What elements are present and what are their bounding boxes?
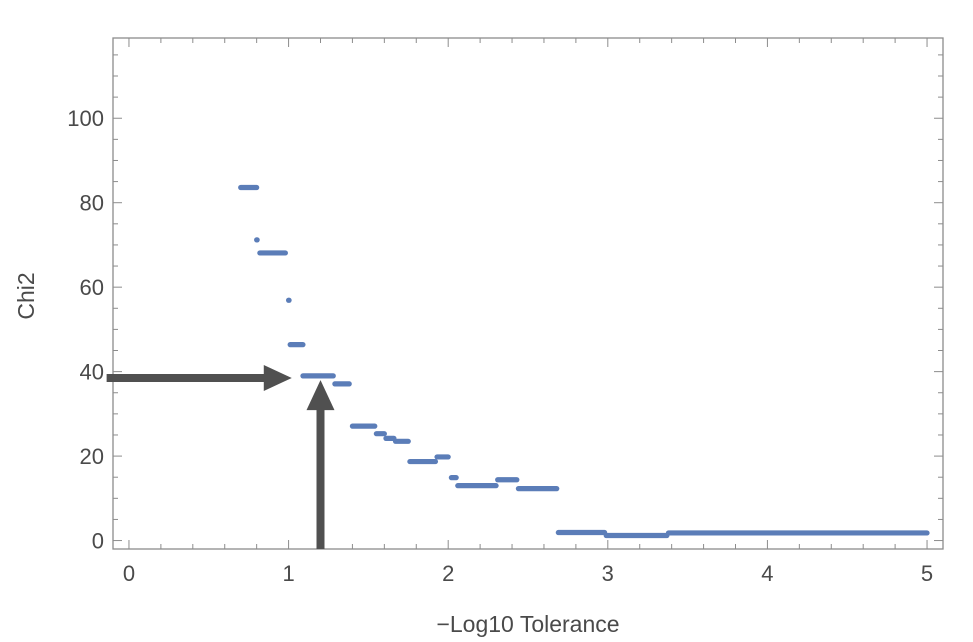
y-tick-label: 40 — [80, 360, 104, 385]
x-tick-label: 4 — [761, 561, 773, 586]
y-tick-label: 80 — [80, 191, 104, 216]
data-series — [238, 184, 930, 539]
axis-ticks — [113, 38, 943, 549]
x-tick-label: 3 — [602, 561, 614, 586]
y-tick-label: 0 — [92, 529, 104, 554]
y-tick-label: 20 — [80, 444, 104, 469]
y-tick-label: 100 — [67, 106, 104, 131]
x-tick-label: 0 — [123, 561, 135, 586]
y-axis-label: Chi2 — [13, 272, 39, 319]
y-tick-labels: 0 20 40 60 80 100 — [67, 106, 104, 553]
x-tick-label: 1 — [282, 561, 294, 586]
x-tick-labels: 0 1 2 3 4 5 — [123, 561, 933, 586]
x-tick-label: 2 — [442, 561, 454, 586]
plot-frame — [112, 37, 944, 550]
vertical-arrow-head — [306, 380, 335, 411]
annotation-arrows — [106, 364, 335, 549]
x-tick-label: 5 — [921, 561, 933, 586]
horizontal-arrow-head — [263, 364, 292, 391]
plot-border — [112, 37, 944, 550]
x-axis-label: −Log10 Tolerance — [436, 611, 619, 637]
y-tick-label: 60 — [80, 275, 104, 300]
